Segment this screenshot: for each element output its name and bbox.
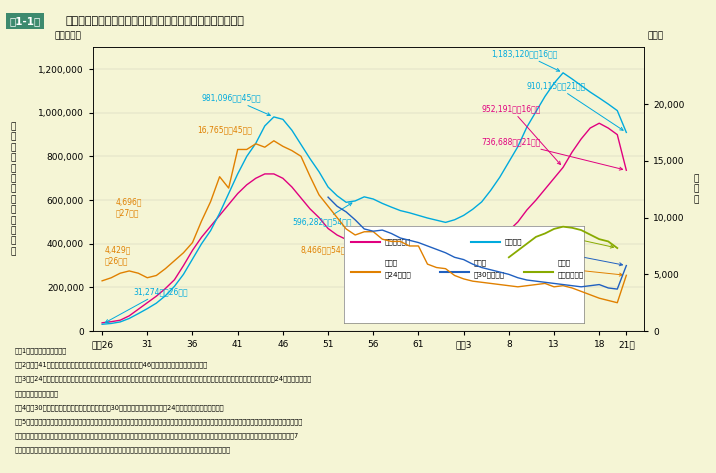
- Y-axis label: 交
通
事
故
発
生
件
数
・
負
傷
者
数: 交 通 事 故 発 生 件 数 ・ 負 傷 者 数: [11, 123, 16, 256]
- Text: 8,466人（54年）: 8,466人（54年）: [301, 245, 351, 254]
- Text: 952,191件（16年）: 952,191件（16年）: [482, 105, 561, 165]
- Text: 第1-1図: 第1-1図: [9, 16, 41, 26]
- Text: 5,772人（21年）: 5,772人（21年）: [527, 246, 622, 266]
- Text: 4,696人
（27年）: 4,696人 （27年）: [116, 197, 142, 218]
- Text: るもの（事故発生後１年を超えて死亡した者及び後遺症により死亡した者を除く。）をいう。なお，平成６年までは，自動車事故とされた者を，平成7: るもの（事故発生後１年を超えて死亡した者及び後遺症により死亡した者を除く。）をい…: [14, 432, 299, 439]
- Text: 910,115人（21年）: 910,115人（21年）: [527, 82, 623, 130]
- Text: 16,765人（45年）: 16,765人（45年）: [197, 125, 252, 134]
- Text: （人）: （人）: [647, 32, 663, 41]
- Text: 年以降は，陸上の交通事故とされる者から道路上の交通事故ではないと判断される者を除いた数を計上している。: 年以降は，陸上の交通事故とされる者から道路上の交通事故ではないと判断される者を除…: [14, 447, 231, 453]
- Text: 3　「24時間死者」とは，道路交通法第２条第１項第１号に規定する道路上において，車両等及び列車の交通によって発生した事故により24時間以内に死亡: 3 「24時間死者」とは，道路交通法第２条第１項第１号に規定する道路上において，…: [14, 376, 311, 382]
- Text: 596,282人（54年）: 596,282人（54年）: [292, 203, 352, 226]
- Y-axis label: 死
者
数: 死 者 数: [693, 174, 699, 204]
- Text: 注　1　警察庁資料による。: 注 1 警察庁資料による。: [14, 347, 67, 354]
- Text: 1,183,120人（16年）: 1,183,120人（16年）: [490, 50, 560, 71]
- Text: 31,274人（26年）: 31,274人（26年）: [105, 288, 188, 323]
- Text: 7,314人（20年）: 7,314人（20年）: [527, 229, 614, 248]
- Text: 4,429人
（26年）: 4,429人 （26年）: [105, 245, 131, 265]
- Text: 道路交通事故による交通事故発生件数，死者数及び負傷者数: 道路交通事故による交通事故発生件数，死者数及び負傷者数: [66, 16, 245, 26]
- Text: したものをいう。: したものをいう。: [14, 390, 58, 396]
- Text: 4,914人（21年）: 4,914人（21年）: [527, 263, 622, 276]
- Text: 2　昭和41年以降の件数には，物損事故を含まない。また，昭和46年までは，沖縄県を含まない。: 2 昭和41年以降の件数には，物損事故を含まない。また，昭和46年までは，沖縄県…: [14, 361, 208, 368]
- Text: 4　「30日以内死者」とは，交通事故発生から30日以内に死亡したものを（24時間死者を含む。）いう。: 4 「30日以内死者」とは，交通事故発生から30日以内に死亡したものを（24時間…: [14, 404, 224, 411]
- Text: （人，件）: （人，件）: [54, 32, 82, 41]
- Text: 981,096人（45年）: 981,096人（45年）: [201, 94, 271, 115]
- Text: 736,688件（21年）: 736,688件（21年）: [482, 138, 623, 170]
- Text: 5　「厚生統計の死者」は，警察庁が厚生労働省統計資料「人口動態統計」に基づき作成したものであり，当該年に死亡した者のうち原死因が交通事故によ: 5 「厚生統計の死者」は，警察庁が厚生労働省統計資料「人口動態統計」に基づき作成…: [14, 418, 303, 425]
